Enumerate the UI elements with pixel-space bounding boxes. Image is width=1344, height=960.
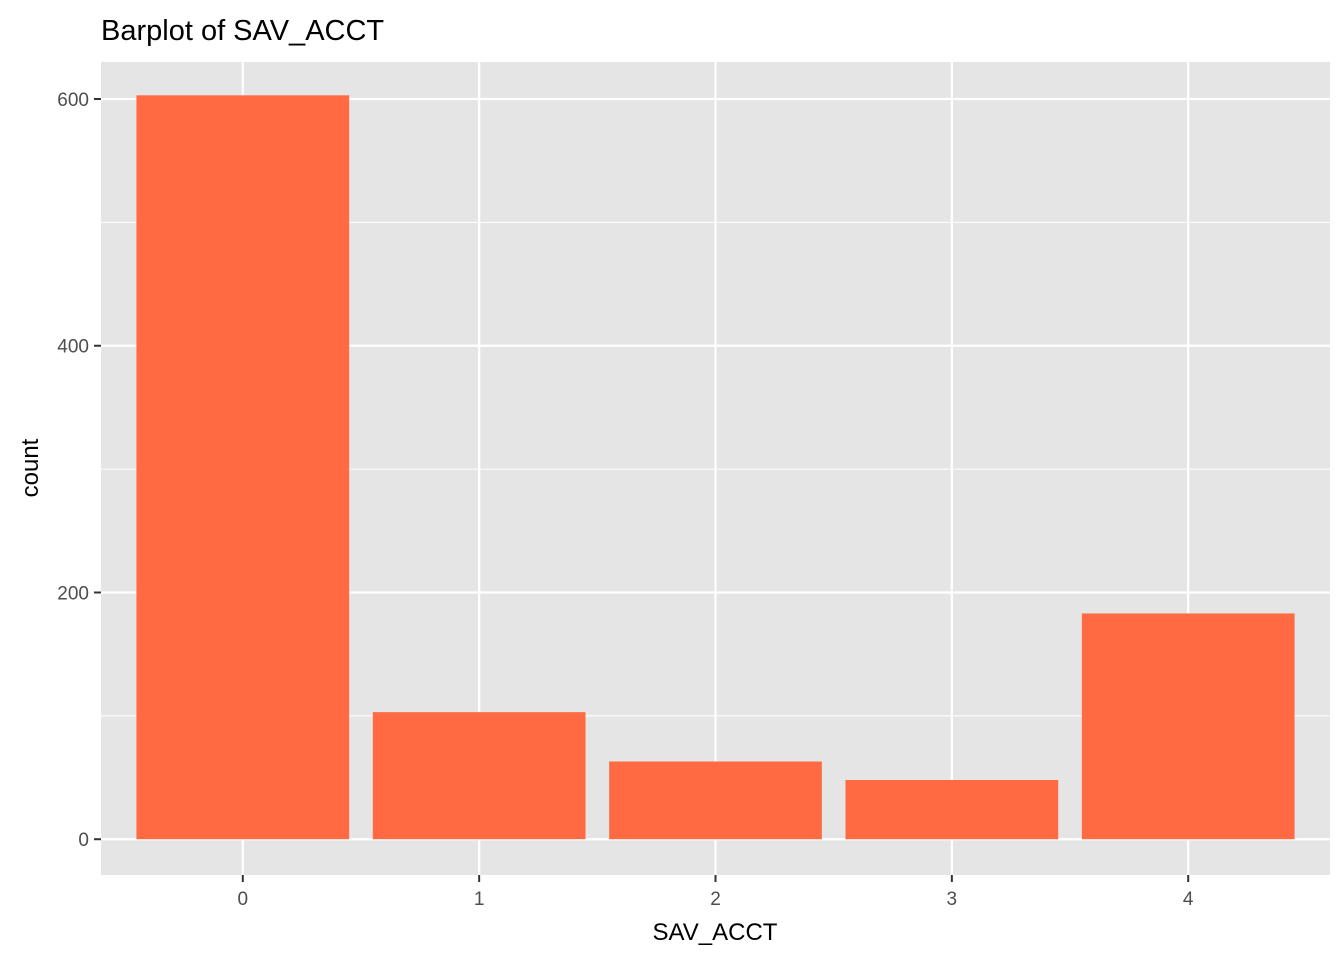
y-axis-title: count — [17, 438, 44, 497]
bar-3 — [845, 780, 1059, 840]
bar-0 — [136, 95, 350, 840]
axis-layer: 0 200 400 600 0 1 2 3 4 — [57, 90, 1194, 910]
y-tick-label: 400 — [57, 337, 89, 358]
y-tick-label: 0 — [78, 830, 89, 851]
x-tick-label: 4 — [1183, 889, 1194, 910]
x-tick-label: 1 — [474, 889, 485, 910]
y-tick-label: 200 — [57, 583, 89, 604]
x-tick-label: 3 — [947, 889, 958, 910]
x-tick-label: 0 — [238, 889, 249, 910]
bar-4 — [1081, 613, 1295, 840]
x-tick-label: 2 — [710, 889, 721, 910]
x-axis-title: SAV_ACCT — [653, 919, 778, 946]
bar-2 — [609, 761, 822, 840]
bar-1 — [372, 712, 586, 840]
y-tick-label: 600 — [57, 90, 89, 111]
bar-layer — [136, 95, 1295, 840]
chart-title: Barplot of SAV_ACCT — [101, 15, 384, 47]
